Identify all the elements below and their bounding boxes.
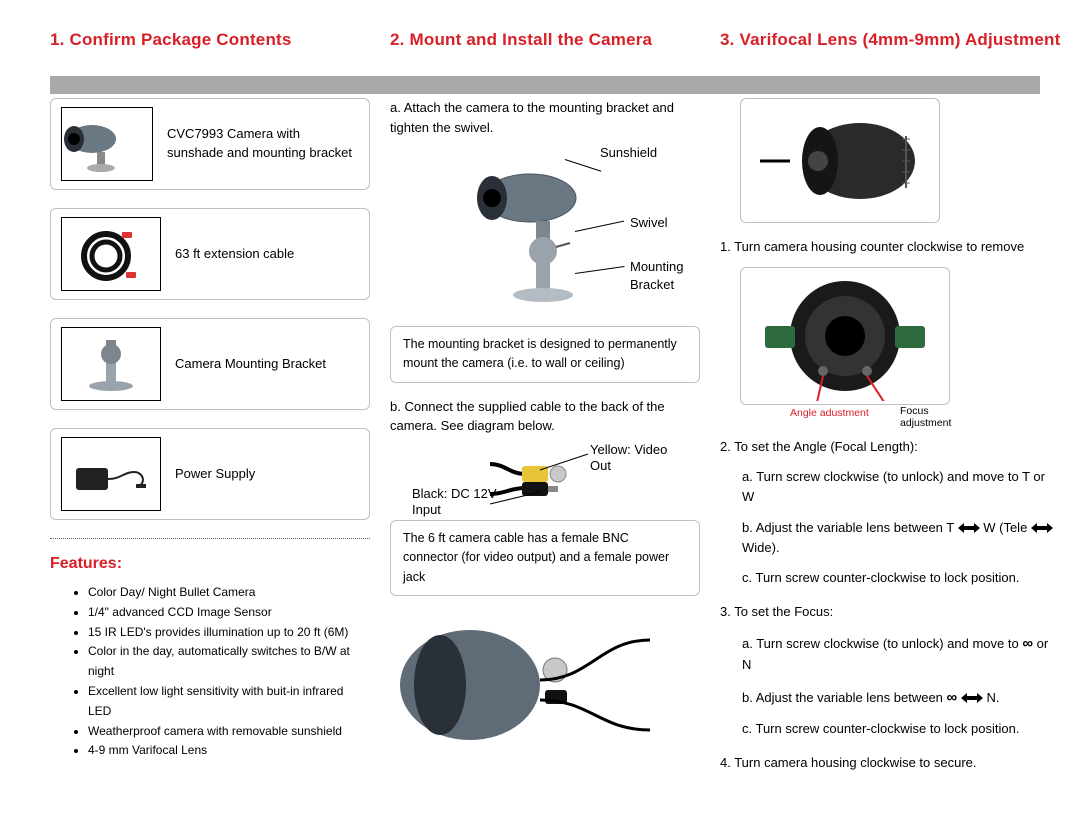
lens-adjustment-figure: Angle adustment Focus adjustment bbox=[740, 267, 1000, 437]
step-a-text: a. Attach the camera to the mounting bra… bbox=[390, 98, 700, 137]
label-focus-l1: Focus bbox=[900, 405, 929, 417]
cable-figure: Yellow: Video Out Black: DC 12V Input bbox=[390, 444, 700, 514]
package-item-power: Power Supply bbox=[50, 428, 370, 520]
step3-2-head: 2. To set the Angle (Focal Length): bbox=[720, 437, 1060, 457]
housing-remove-figure bbox=[740, 98, 940, 223]
step3-4: 4. Turn camera housing clockwise to secu… bbox=[720, 753, 1060, 773]
feature-item: 1/4" advanced CCD Image Sensor bbox=[88, 603, 370, 623]
label-black-l1: Black: DC 12V bbox=[412, 486, 497, 501]
label-yellow-l2: Out bbox=[590, 458, 611, 473]
double-arrow-icon bbox=[958, 523, 980, 533]
feature-item: Color Day/ Night Bullet Camera bbox=[88, 583, 370, 603]
step3-1: 1. Turn camera housing counter clockwise… bbox=[720, 237, 1060, 257]
infinity-icon: ∞ bbox=[947, 689, 958, 706]
step3-2c: c. Turn screw counter-clockwise to lock … bbox=[720, 568, 1060, 588]
double-arrow-icon bbox=[961, 693, 983, 703]
section-1-title: 1. Confirm Package Contents bbox=[50, 30, 370, 50]
package-item-power-desc: Power Supply bbox=[175, 465, 255, 484]
section-2-title: 2. Mount and Install the Camera bbox=[390, 30, 700, 50]
step3-3b: b. Adjust the variable lens between ∞ N. bbox=[720, 686, 1060, 709]
features-heading: Features: bbox=[50, 555, 370, 573]
label-swivel: Swivel bbox=[630, 215, 668, 230]
note-cable: The 6 ft camera cable has a female BNC c… bbox=[390, 520, 700, 596]
step3-3b-post: N. bbox=[986, 690, 999, 705]
label-angle-adjustment: Angle adustment bbox=[790, 407, 869, 419]
label-focus-l2: adjustment bbox=[900, 417, 951, 429]
package-item-cable-desc: 63 ft extension cable bbox=[175, 245, 294, 264]
column-1: 1. Confirm Package Contents CVC7993 Came… bbox=[50, 30, 370, 783]
page-layout: 1. Confirm Package Contents CVC7993 Came… bbox=[0, 0, 1080, 783]
label-sunshield: Sunshield bbox=[600, 145, 657, 160]
package-item-camera: CVC7993 Camera with sunshade and mountin… bbox=[50, 98, 370, 190]
step3-2a: a. Turn screw clockwise (to unlock) and … bbox=[720, 467, 1060, 507]
package-item-cable: 63 ft extension cable bbox=[50, 208, 370, 300]
infinity-icon: ∞ bbox=[1022, 635, 1033, 652]
feature-item: 4-9 mm Varifocal Lens bbox=[88, 741, 370, 761]
camera-mount-illustration bbox=[470, 163, 610, 323]
label-mounting-l2: Bracket bbox=[630, 277, 674, 292]
label-mounting-l1: Mounting bbox=[630, 259, 683, 274]
feature-item: 15 IR LED's provides illumination up to … bbox=[88, 623, 370, 643]
features-list: Color Day/ Night Bullet Camera 1/4" adva… bbox=[50, 583, 370, 761]
dotted-divider bbox=[50, 538, 370, 539]
feature-item: Excellent low light sensitivity with bui… bbox=[88, 682, 370, 722]
step3-3a-pre: a. Turn screw clockwise (to unlock) and … bbox=[742, 636, 1022, 651]
step3-3c: c. Turn screw counter-clockwise to lock … bbox=[720, 719, 1060, 739]
camera-mount-figure: Sunshield Swivel Mounting Bracket bbox=[390, 145, 700, 320]
step3-3a: a. Turn screw clockwise (to unlock) and … bbox=[720, 632, 1060, 675]
camera-back-illustration bbox=[390, 610, 670, 760]
thumb-cable bbox=[61, 217, 161, 291]
step3-2b: b. Adjust the variable lens between T W … bbox=[720, 518, 1060, 558]
thumb-power bbox=[61, 437, 161, 511]
package-item-camera-desc: CVC7993 Camera with sunshade and mountin… bbox=[167, 125, 359, 163]
step3-3b-pre: b. Adjust the variable lens between bbox=[742, 690, 947, 705]
feature-item: Color in the day, automatically switches… bbox=[88, 642, 370, 682]
label-black-l2: Input bbox=[412, 502, 441, 517]
step-b-text: b. Connect the supplied cable to the bac… bbox=[390, 397, 700, 436]
label-yellow-l1: Yellow: Video bbox=[590, 442, 667, 457]
thumb-camera bbox=[61, 107, 153, 181]
step3-2b-pre: b. Adjust the variable lens between T bbox=[742, 520, 958, 535]
column-2: 2. Mount and Install the Camera a. Attac… bbox=[390, 30, 700, 783]
double-arrow-icon bbox=[1031, 523, 1053, 533]
step3-3-head: 3. To set the Focus: bbox=[720, 602, 1060, 622]
package-item-bracket: Camera Mounting Bracket bbox=[50, 318, 370, 410]
package-item-bracket-desc: Camera Mounting Bracket bbox=[175, 355, 326, 374]
note-mounting-bracket: The mounting bracket is designed to perm… bbox=[390, 326, 700, 383]
step3-2b-post: W (Tele bbox=[983, 520, 1031, 535]
step3-2b-end: Wide). bbox=[742, 540, 780, 555]
thumb-bracket bbox=[61, 327, 161, 401]
section-3-title: 3. Varifocal Lens (4mm-9mm) Adjustment bbox=[720, 30, 1060, 50]
feature-item: Weatherproof camera with removable sunsh… bbox=[88, 722, 370, 742]
column-3: 3. Varifocal Lens (4mm-9mm) Adjustment 1… bbox=[720, 30, 1060, 783]
